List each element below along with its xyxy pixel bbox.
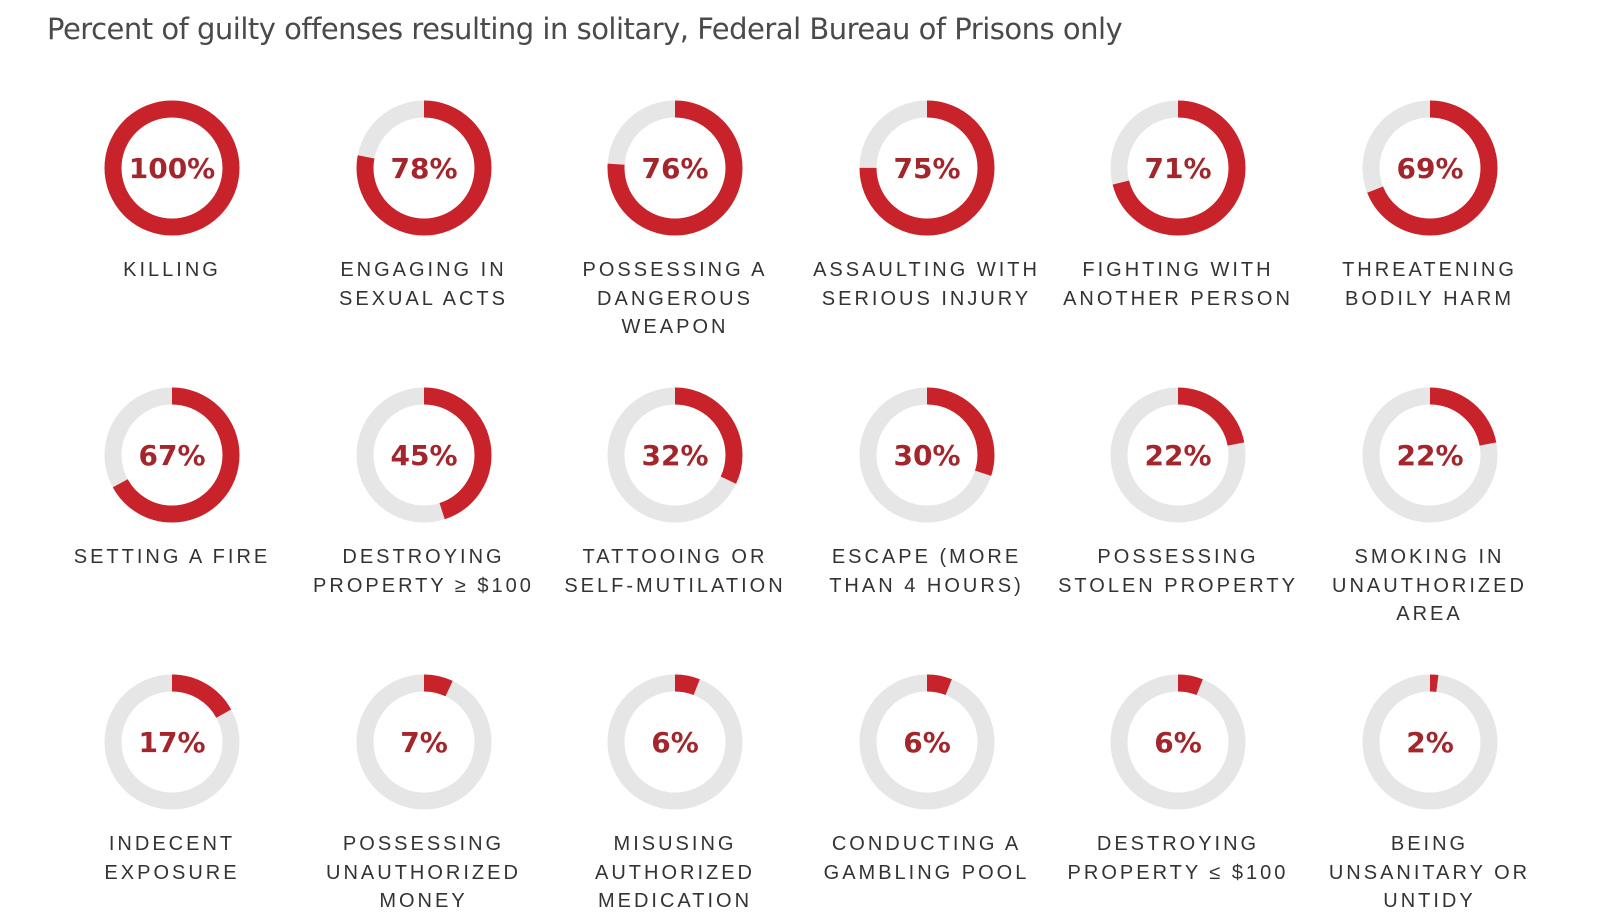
donut-value-label: 67% bbox=[138, 439, 205, 472]
donut-category-label: CONDUCTING A GAMBLING POOL bbox=[823, 833, 1030, 884]
donut-value-arc bbox=[356, 100, 491, 236]
donut-value-arc bbox=[607, 674, 743, 810]
donut-value-arc bbox=[1362, 674, 1497, 810]
donut-chart: 78% bbox=[356, 100, 491, 236]
donut-value-arc bbox=[859, 387, 994, 523]
donut-value-label: 22% bbox=[1144, 439, 1211, 472]
donut-value-label: 17% bbox=[138, 726, 205, 759]
donut-chart: 100% bbox=[104, 100, 240, 236]
donut-chart: 75% bbox=[859, 100, 994, 236]
donut-value-arc bbox=[607, 387, 743, 523]
donut-value-arc bbox=[859, 100, 994, 236]
donut-category-label: ESCAPE (MORE THAN 4 HOURS) bbox=[829, 546, 1024, 597]
donut-value-label: 7% bbox=[400, 726, 448, 759]
donut-category-label: ENGAGING IN SEXUAL ACTS bbox=[339, 259, 508, 310]
donut-chart: 22% bbox=[1110, 387, 1246, 523]
donut-value-arc bbox=[356, 674, 491, 810]
donut-category-label: TATTOOING OR SELF-MUTILATION bbox=[564, 546, 786, 597]
donut-chart: 69% bbox=[1362, 100, 1497, 236]
donut-category-label: ASSAULTING WITH SERIOUS INJURY bbox=[813, 259, 1040, 310]
donut-item: 76% POSSESSING A DANGEROUS WEAPON bbox=[555, 98, 795, 342]
donut-value-arc bbox=[104, 100, 240, 236]
donut-value-arc bbox=[104, 387, 240, 523]
donut-value-label: 2% bbox=[1406, 726, 1454, 759]
donut-category-label: THREATENING BODILY HARM bbox=[1342, 259, 1517, 310]
donut-category-label: POSSESSING UNAUTHORIZED MONEY bbox=[326, 833, 521, 912]
donut-value-arc bbox=[859, 674, 994, 810]
donut-chart: 45% bbox=[356, 387, 491, 523]
donut-item: 7% POSSESSING UNAUTHORIZED MONEY bbox=[304, 672, 544, 916]
donut-value-label: 6% bbox=[651, 726, 699, 759]
donut-category-label: DESTROYING PROPERTY ≤ $100 bbox=[1067, 833, 1289, 884]
donut-item: 69% THREATENING BODILY HARM bbox=[1310, 98, 1550, 313]
donut-item: 100% KILLING bbox=[52, 98, 292, 285]
donut-item: 45% DESTROYING PROPERTY ≥ $100 bbox=[304, 385, 544, 600]
donut-value-label: 69% bbox=[1396, 152, 1463, 185]
donut-value-arc bbox=[1362, 100, 1497, 236]
donut-value-label: 71% bbox=[1144, 152, 1211, 185]
donut-item: 2% BEING UNSANITARY OR UNTIDY bbox=[1310, 672, 1550, 916]
donut-category-label: POSSESSING STOLEN PROPERTY bbox=[1058, 546, 1298, 597]
donut-item: 17% INDECENT EXPOSURE bbox=[52, 672, 292, 887]
donut-value-arc bbox=[1110, 674, 1246, 810]
donut-value-label: 6% bbox=[903, 726, 951, 759]
donut-value-arc bbox=[607, 100, 743, 236]
donut-value-label: 32% bbox=[641, 439, 708, 472]
donut-chart: 2% bbox=[1362, 674, 1497, 810]
donut-value-label: 22% bbox=[1396, 439, 1463, 472]
donut-value-label: 78% bbox=[390, 152, 457, 185]
donut-chart: 67% bbox=[104, 387, 240, 523]
donut-chart: 6% bbox=[1110, 674, 1246, 810]
donut-item: 6% MISUSING AUTHORIZED MEDICATION bbox=[555, 672, 795, 916]
donut-chart: 6% bbox=[607, 674, 743, 810]
donut-value-arc bbox=[1110, 387, 1246, 523]
donut-chart: 76% bbox=[607, 100, 743, 236]
donut-chart: 32% bbox=[607, 387, 743, 523]
donut-value-label: 45% bbox=[390, 439, 457, 472]
donut-category-label: SMOKING IN UNAUTHORIZED AREA bbox=[1332, 546, 1527, 625]
chart-title: Percent of guilty offenses resulting in … bbox=[47, 12, 1123, 46]
donut-chart: 30% bbox=[859, 387, 994, 523]
donut-chart: 22% bbox=[1362, 387, 1497, 523]
donut-item: 75% ASSAULTING WITH SERIOUS INJURY bbox=[807, 98, 1047, 313]
donut-item: 78% ENGAGING IN SEXUAL ACTS bbox=[304, 98, 544, 313]
donut-item: 67% SETTING A FIRE bbox=[52, 385, 292, 572]
donut-item: 22% SMOKING IN UNAUTHORIZED AREA bbox=[1310, 385, 1550, 629]
donut-chart: 17% bbox=[104, 674, 240, 810]
donut-value-label: 30% bbox=[893, 439, 960, 472]
donut-category-label: SETTING A FIRE bbox=[73, 546, 271, 568]
donut-category-label: FIGHTING WITH ANOTHER PERSON bbox=[1063, 259, 1293, 310]
donut-item: 6% DESTROYING PROPERTY ≤ $100 bbox=[1058, 672, 1298, 887]
donut-value-label: 6% bbox=[1154, 726, 1202, 759]
donut-item: 22% POSSESSING STOLEN PROPERTY bbox=[1058, 385, 1298, 600]
donut-category-label: KILLING bbox=[123, 259, 221, 281]
donut-category-label: MISUSING AUTHORIZED MEDICATION bbox=[595, 833, 755, 912]
donut-category-label: BEING UNSANITARY OR UNTIDY bbox=[1328, 833, 1531, 912]
donut-item: 30% ESCAPE (MORE THAN 4 HOURS) bbox=[807, 385, 1047, 600]
donut-item: 32% TATTOOING OR SELF-MUTILATION bbox=[555, 385, 795, 600]
donut-value-arc bbox=[1110, 100, 1246, 236]
donut-chart: 71% bbox=[1110, 100, 1246, 236]
donut-item: 71% FIGHTING WITH ANOTHER PERSON bbox=[1058, 98, 1298, 313]
donut-value-label: 75% bbox=[893, 152, 960, 185]
donut-value-arc bbox=[104, 674, 240, 810]
donut-value-arc bbox=[1362, 387, 1497, 523]
donut-value-label: 76% bbox=[641, 152, 708, 185]
donut-value-label: 100% bbox=[129, 152, 216, 185]
donut-chart: 7% bbox=[356, 674, 491, 810]
donut-item: 6% CONDUCTING A GAMBLING POOL bbox=[807, 672, 1047, 887]
donut-value-arc bbox=[356, 387, 491, 523]
donut-category-label: POSSESSING A DANGEROUS WEAPON bbox=[582, 259, 768, 338]
donut-chart: 6% bbox=[859, 674, 994, 810]
donut-category-label: DESTROYING PROPERTY ≥ $100 bbox=[313, 546, 534, 597]
donut-category-label: INDECENT EXPOSURE bbox=[104, 833, 240, 884]
